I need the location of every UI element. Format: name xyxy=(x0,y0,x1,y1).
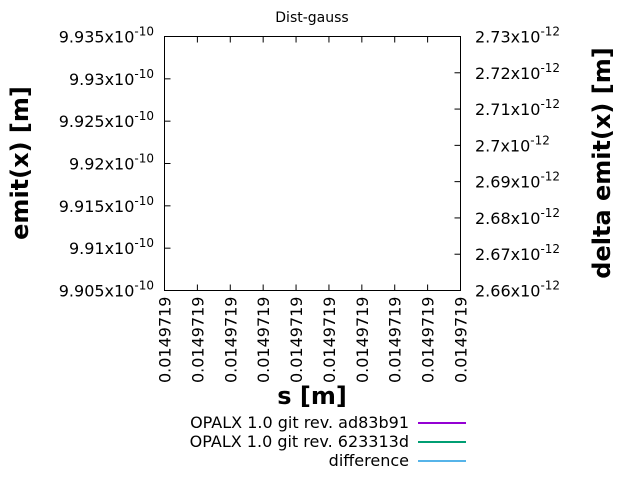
right-y-tick-label: 2.72x10-12 xyxy=(475,61,560,83)
right-y-tick-label: 2.71x10-12 xyxy=(475,97,560,119)
left-y-tick-label: 9.935x10-10 xyxy=(59,25,154,47)
left-y-tick-label: 9.91x10-10 xyxy=(69,236,154,258)
x-tick-label: 0.0149719 xyxy=(221,297,240,384)
right-y-tick-label: 2.66x10-12 xyxy=(475,279,560,301)
right-y-tick-label: 2.7x10-12 xyxy=(475,133,550,155)
left-y-tick-label: 9.92x10-10 xyxy=(69,152,154,174)
y2-axis-label: delta emit(x) [m] xyxy=(588,47,616,278)
x-tick-label: 0.0149719 xyxy=(386,297,405,384)
left-y-tick-label: 9.925x10-10 xyxy=(59,109,154,131)
x-tick-label: 0.0149719 xyxy=(320,297,339,384)
legend-label: OPALX 1.0 git rev. 623313d xyxy=(190,432,409,451)
right-y-tick-label: 2.73x10-12 xyxy=(475,25,560,47)
x-tick-label: 0.0149719 xyxy=(254,297,273,384)
right-y-tick-label: 2.69x10-12 xyxy=(475,170,560,192)
x-axis-label: s [m] xyxy=(277,382,347,410)
plot-frame xyxy=(164,36,461,291)
chart-title: Dist-gauss xyxy=(275,10,348,26)
right-y-tick-label: 2.67x10-12 xyxy=(475,242,560,264)
y-axis-label: emit(x) [m] xyxy=(6,86,34,240)
x-tick-label: 0.0149719 xyxy=(156,297,175,384)
left-y-tick-label: 9.915x10-10 xyxy=(59,194,154,216)
x-tick-label: 0.0149719 xyxy=(353,297,372,384)
legend-label: difference xyxy=(329,451,409,470)
x-tick-label: 0.0149719 xyxy=(452,297,471,384)
legend-label: OPALX 1.0 git rev. ad83b91 xyxy=(190,413,409,432)
right-y-tick-label: 2.68x10-12 xyxy=(475,206,560,228)
x-tick-label: 0.0149719 xyxy=(419,297,438,384)
left-y-tick-label: 9.905x10-10 xyxy=(59,279,154,301)
x-tick-label: 0.0149719 xyxy=(188,297,207,384)
x-tick-label: 0.0149719 xyxy=(287,297,306,384)
left-y-tick-label: 9.93x10-10 xyxy=(69,67,154,89)
